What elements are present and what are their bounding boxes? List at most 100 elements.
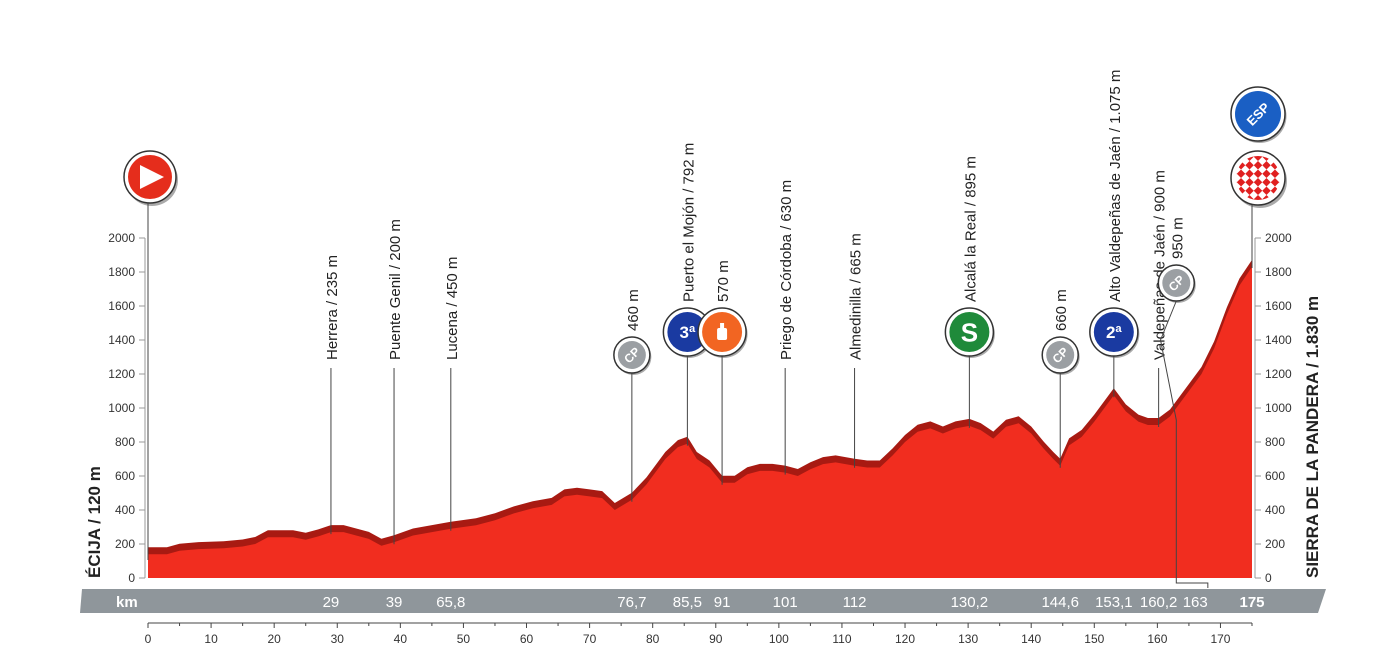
x-tick-label: 70: [583, 632, 597, 646]
badge-fill: [617, 341, 646, 369]
waypoint-badge-2a: 2ª: [1089, 307, 1140, 358]
y-tick-label: 400: [1265, 503, 1285, 517]
y-tick-label: 2000: [1265, 231, 1292, 245]
x-tick-label: 20: [267, 632, 281, 646]
badge-fill: [1093, 312, 1134, 352]
km-bar-label: km: [116, 594, 138, 611]
y-tick-label: 1600: [1265, 299, 1292, 313]
waypoint: Alto Valdepeñas de Jaén / 1.075 m: [1107, 70, 1124, 398]
km-bar-value: 160,2: [1140, 594, 1178, 611]
start-label: ÉCIJA / 120 m: [85, 466, 104, 578]
km-bar-value: 153,1: [1095, 594, 1133, 611]
x-tick-label: 50: [457, 632, 471, 646]
waypoint-badge-cp: CP: [613, 336, 652, 375]
km-bar-value: 65,8: [436, 594, 465, 611]
x-tick-label: 90: [709, 632, 723, 646]
waypoint-label: Alto Valdepeñas de Jaén / 1.075 m: [1107, 70, 1124, 302]
y-tick-label: 0: [128, 571, 135, 585]
km-bar-value: 112: [843, 594, 867, 611]
waypoint-label: 660 m: [1053, 289, 1070, 331]
waypoint-label: 570 m: [715, 260, 732, 302]
y-axis-right: 0 200 400 600 800 1000 1200 1400 1600 1800 2000: [1254, 231, 1292, 585]
y-tick-label: 2000: [108, 231, 135, 245]
x-tick-label: 40: [394, 632, 408, 646]
waypoint-label: Lucena / 450 m: [444, 257, 461, 360]
waypoint-label: Priego de Córdoba / 630 m: [778, 180, 795, 360]
waypoint-label: Puente Genil / 200 m: [387, 219, 404, 360]
play-icon: [140, 165, 164, 189]
y-tick-label: 1400: [1265, 333, 1292, 347]
km-bar: [80, 589, 1326, 613]
y-tick-label: 200: [115, 537, 135, 551]
y-tick-label: 1200: [108, 367, 135, 381]
km-bar-value: 101: [773, 594, 798, 611]
x-tick-label: 80: [646, 632, 660, 646]
y-tick-label: 200: [1265, 537, 1285, 551]
x-tick-label: 170: [1210, 632, 1230, 646]
checkered-flag-icon: [1236, 156, 1280, 200]
waypoint-label: Alcalá la Real / 895 m: [962, 156, 979, 302]
badge-fill: [1162, 269, 1191, 297]
waypoint-badge-cp: CP: [1157, 264, 1196, 303]
km-bar-value: 144,6: [1041, 594, 1079, 611]
x-tick-label: 120: [895, 632, 915, 646]
x-tick-label: 0: [145, 632, 152, 646]
y-tick-label: 800: [115, 435, 135, 449]
km-bar-value: 85,5: [673, 594, 702, 611]
y-tick-label: 1400: [108, 333, 135, 347]
km-bar-value: 91: [714, 594, 731, 611]
km-bar-value: 130,2: [951, 594, 989, 611]
bottle-icon: [717, 328, 728, 340]
x-tick-label: 140: [1021, 632, 1041, 646]
waypoint-badge-cp: CP: [1041, 336, 1080, 375]
waypoint-label: Puerto el Mojón / 792 m: [680, 143, 697, 302]
y-tick-label: 1600: [108, 299, 135, 313]
waypoint-label: Valdepeñas de Jaén / 900 m: [1152, 170, 1169, 360]
waypoint-line: [1160, 300, 1209, 588]
badge-fill: [1235, 91, 1281, 137]
badge-fill: [949, 312, 990, 352]
mountain-esp-badge: ESP: [1230, 86, 1287, 143]
y-tick-label: 600: [1265, 469, 1285, 483]
km-bar-value: 163: [1183, 594, 1208, 611]
waypoint-label: 460 m: [625, 289, 642, 331]
x-tick-label: 110: [832, 632, 851, 646]
start-badge: [123, 150, 178, 206]
y-tick-label: 1800: [1265, 265, 1292, 279]
waypoint-label: 950 m: [1169, 217, 1186, 259]
badge-label: 2ª: [1106, 323, 1122, 342]
waypoint-label: Herrera / 235 m: [324, 255, 341, 360]
badge-fill: [667, 312, 708, 352]
waypoint: Puente Genil / 200 m: [387, 219, 404, 545]
km-bar-value: 175: [1239, 594, 1264, 611]
waypoint: Priego de Córdoba / 630 m: [778, 180, 795, 475]
waypoint-label: Almedinilla / 665 m: [848, 233, 865, 360]
y-tick-label: 400: [115, 503, 135, 517]
y-tick-label: 1000: [108, 401, 135, 415]
badge-label: S: [961, 317, 978, 347]
waypoint-badge-sprint: S: [944, 307, 995, 358]
y-tick-label: 600: [115, 469, 135, 483]
y-tick-label: 1200: [1265, 367, 1292, 381]
badge-label: 3ª: [680, 323, 696, 342]
waypoint: Lucena / 450 m: [444, 257, 461, 531]
profile-area: [148, 266, 1252, 578]
finish-label: SIERRA DE LA PANDERA / 1.830 m: [1303, 296, 1322, 578]
y-axis-left: 0 200 400 600 800 1000 1200 1400 1600 1800 2000: [108, 231, 146, 585]
x-tick-label: 100: [769, 632, 789, 646]
waypoint: 660 m: [1053, 289, 1070, 468]
x-tick-label: 30: [331, 632, 345, 646]
badge-fill: [1046, 341, 1075, 369]
y-tick-label: 800: [1265, 435, 1285, 449]
waypoint: Herrera / 235 m: [324, 255, 341, 535]
waypoint: 570 m: [715, 260, 732, 485]
bottle-cap-icon: [720, 323, 725, 328]
x-tick-label: 60: [520, 632, 534, 646]
waypoint: Puerto el Mojón / 792 m: [680, 143, 697, 446]
km-bar-value: 39: [386, 594, 403, 611]
x-tick-label: 160: [1147, 632, 1167, 646]
x-tick-label: 10: [204, 632, 218, 646]
waypoint-badge-feed: [697, 307, 748, 358]
